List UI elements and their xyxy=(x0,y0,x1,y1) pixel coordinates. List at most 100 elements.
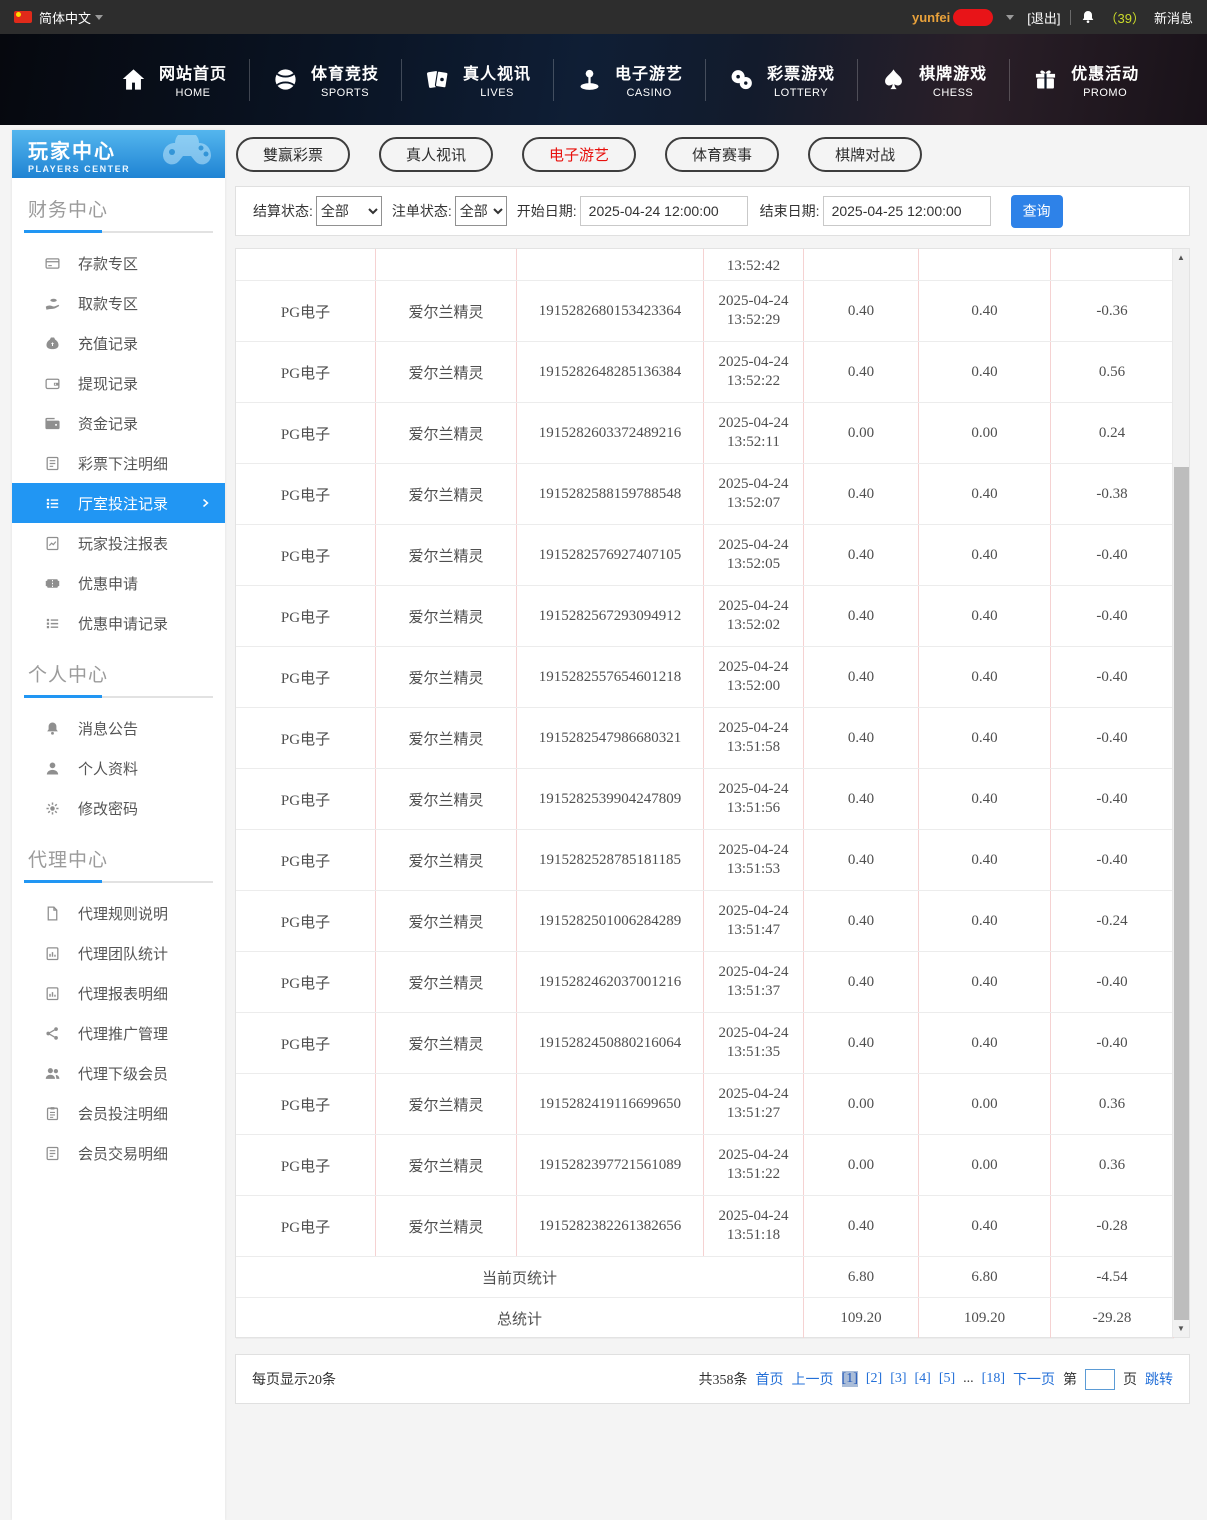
cell-bet-amount: 0.40 xyxy=(804,952,919,1012)
scroll-down-icon[interactable]: ▼ xyxy=(1173,1320,1189,1337)
tab-2[interactable]: 真人视讯 xyxy=(379,137,494,172)
sidebar-item[interactable]: 资金记录 xyxy=(12,403,225,443)
cell-datetime: 2025-04-24 13:52:11 xyxy=(704,403,804,463)
time-value: 13:51:47 xyxy=(726,922,781,938)
time-value: 13:51:53 xyxy=(726,861,781,877)
first-page-link[interactable]: 首页 xyxy=(755,1373,784,1388)
tab-1[interactable]: 雙赢彩票 xyxy=(236,137,351,172)
jump-button[interactable]: 跳转 xyxy=(1145,1373,1173,1388)
page-link[interactable]: [1] xyxy=(841,1371,858,1387)
language-selector[interactable]: 简体中文 xyxy=(39,10,92,26)
cell-win-loss: -0.40 xyxy=(1051,769,1174,829)
cell-game: 爱尔兰精灵 xyxy=(376,464,517,524)
message-count: （39） xyxy=(1104,10,1145,26)
prev-page-link[interactable]: 上一页 xyxy=(791,1373,834,1388)
table-row-partial: 13:52:42 xyxy=(236,249,1174,281)
sidebar: 玩家中心 PLAYERS CENTER 财务中心 存款专区 取款专区 充值记录 提现记录… xyxy=(12,130,225,1520)
casino-icon xyxy=(576,66,603,93)
nav-item-chess[interactable]: 棋牌游戏 CHESS xyxy=(858,60,1009,99)
cell-game: 爱尔兰精灵 xyxy=(376,952,517,1012)
cell-bet-id: 1915282567293094912 xyxy=(517,586,704,646)
page-link[interactable]: [2] xyxy=(865,1371,883,1386)
date-value: 2025-04-24 xyxy=(718,1025,789,1041)
date-value: 2025-04-24 xyxy=(718,1208,789,1224)
sidebar-item[interactable]: 彩票下注明细 xyxy=(12,443,225,483)
game-tabs: 雙赢彩票 真人视讯 电子游艺 体育赛事 棋牌对战 xyxy=(236,137,1190,172)
sidebar-item[interactable]: 代理团队统计 xyxy=(12,933,225,973)
scroll-up-icon[interactable]: ▲ xyxy=(1173,249,1189,266)
messages-link[interactable]: 新消息 xyxy=(1153,10,1193,26)
nav-item-lives[interactable]: 真人视讯 LIVES xyxy=(402,60,553,99)
nav-item-home[interactable]: 网站首页 HOME xyxy=(98,60,249,99)
table-row: PG电子 爱尔兰精灵 1915282462037001216 2025-04-24 13… xyxy=(236,952,1174,1013)
sidebar-item-label: 代理规则说明 xyxy=(78,905,169,923)
time-value: 13:52:22 xyxy=(726,373,781,389)
divider xyxy=(1069,9,1071,25)
sidebar-item-label: 优惠申请 xyxy=(78,575,139,593)
nav-label-en: CHESS xyxy=(932,87,974,99)
table-cell xyxy=(236,249,376,280)
cell-valid-amount: 0.00 xyxy=(919,1135,1051,1195)
sidebar-item[interactable]: 代理推广管理 xyxy=(12,1013,225,1053)
tab-5[interactable]: 棋牌对战 xyxy=(808,137,923,172)
sidebar-item-label: 消息公告 xyxy=(78,720,139,738)
sidebar-item[interactable]: 取款专区 xyxy=(12,283,225,323)
sidebar-item[interactable]: 玩家投注报表 xyxy=(12,523,225,563)
nav-item-sports[interactable]: 体育竞技 SPORTS xyxy=(250,60,401,99)
table-scrollbar[interactable]: ▲ ▼ xyxy=(1172,249,1189,1337)
logout-link[interactable]: [退出] xyxy=(1027,10,1061,26)
cell-provider: PG电子 xyxy=(236,342,376,402)
sidebar-item[interactable]: 会员交易明细 xyxy=(12,1133,225,1173)
tab-3[interactable]: 电子游艺 xyxy=(522,137,637,172)
sidebar-item[interactable]: 代理下级会员 xyxy=(12,1053,225,1093)
report-icon xyxy=(44,985,61,1002)
search-button[interactable]: 查询 xyxy=(1010,194,1063,228)
page-link[interactable]: [4] xyxy=(914,1371,931,1386)
nav-label-en: PROMO xyxy=(1083,87,1128,99)
sidebar-item[interactable]: 消息公告 xyxy=(12,708,225,748)
order-status-select[interactable]: 全部 xyxy=(454,196,507,226)
page-link[interactable]: [18] xyxy=(981,1371,1005,1386)
cell-provider: PG电子 xyxy=(236,464,376,524)
scrollbar-thumb[interactable] xyxy=(1174,467,1189,1322)
nav-item-label: 优惠活动 PROMO xyxy=(1071,60,1139,99)
page-jump-input[interactable] xyxy=(1085,1368,1115,1390)
sidebar-item[interactable]: 优惠申请 xyxy=(12,563,225,603)
time-value: 13:52:07 xyxy=(726,495,781,511)
report-icon xyxy=(44,945,61,962)
nav-label-zh: 棋牌游戏 xyxy=(919,66,988,83)
cell-valid-amount: 0.40 xyxy=(919,769,1051,829)
sidebar-item[interactable]: 存款专区 xyxy=(12,243,225,283)
sidebar-item[interactable]: 会员投注明细 xyxy=(12,1093,225,1133)
time-value: 13:51:18 xyxy=(726,1227,781,1243)
next-page-link[interactable]: 下一页 xyxy=(1013,1373,1055,1388)
sidebar-item[interactable]: 充值记录 xyxy=(12,323,225,363)
time-value: 13:52:29 xyxy=(726,312,781,328)
page-link[interactable]: [5] xyxy=(938,1371,956,1386)
page-link[interactable]: [3] xyxy=(890,1371,907,1386)
nav-item-casino[interactable]: 电子游艺 CASINO xyxy=(554,60,705,99)
sidebar-item[interactable]: 代理报表明细 xyxy=(12,973,225,1013)
sidebar-item[interactable]: 代理规则说明 xyxy=(12,893,225,933)
sidebar-item[interactable]: 提现记录 xyxy=(12,363,225,403)
summary-valid: 109.20 xyxy=(919,1298,1051,1338)
bell-icon[interactable] xyxy=(1080,9,1096,25)
table-cell xyxy=(376,249,517,280)
start-date-input[interactable] xyxy=(579,196,748,226)
sidebar-item[interactable]: 个人资料 xyxy=(12,748,225,788)
cell-bet-id: 1915282557654601218 xyxy=(517,647,704,707)
sidebar-item[interactable]: 厅室投注记录 xyxy=(12,483,225,523)
wallet-out-icon xyxy=(44,375,61,392)
sidebar-item[interactable]: 优惠申请记录 xyxy=(12,603,225,643)
nav-item-promo[interactable]: 优惠活动 PROMO xyxy=(1010,60,1161,99)
moneybag-icon xyxy=(44,335,61,352)
cell-win-loss: 0.36 xyxy=(1051,1135,1174,1195)
tab-4[interactable]: 体育赛事 xyxy=(665,137,780,172)
nav-item-lottery[interactable]: 彩票游戏 LOTTERY xyxy=(706,60,857,99)
end-date-input[interactable] xyxy=(822,196,991,226)
username[interactable]: yunfei xyxy=(911,9,951,25)
caret-down-icon xyxy=(1006,14,1015,20)
sidebar-title: 玩家中心 xyxy=(28,141,116,163)
sidebar-item[interactable]: 修改密码 xyxy=(12,788,225,828)
settle-status-select[interactable]: 全部 xyxy=(315,196,382,226)
